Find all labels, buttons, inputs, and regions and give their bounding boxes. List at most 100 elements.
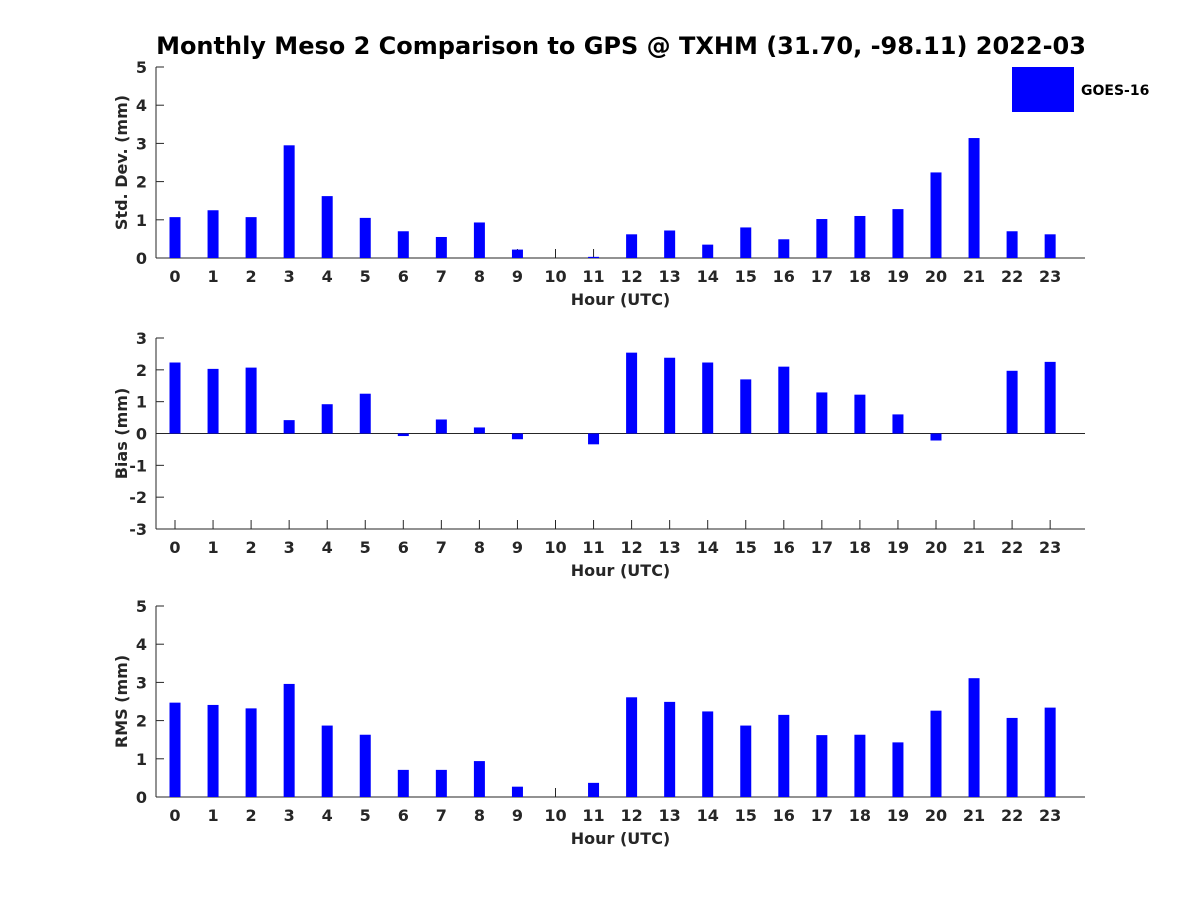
bias-bar: [283, 420, 295, 434]
std-dev-x-tick-label: 21: [963, 267, 985, 286]
rms-x-tick-label: 5: [360, 806, 371, 825]
rms-x-tick-label: 19: [887, 806, 909, 825]
bias-bar: [1006, 370, 1018, 434]
rms-x-tick-label: 1: [207, 806, 218, 825]
bias-x-tick-label: 7: [436, 538, 447, 557]
std-dev-x-tick-label: 2: [246, 267, 257, 286]
rms-bar: [1044, 707, 1056, 797]
bias-x-tick-label: 8: [474, 538, 485, 557]
bias-bar: [892, 414, 904, 434]
bias-bar: [626, 352, 638, 434]
bias-x-tick-label: 22: [1001, 538, 1023, 557]
std-dev-bar: [359, 217, 371, 258]
bias-x-tick-label: 4: [322, 538, 333, 557]
bias-bar: [816, 392, 828, 434]
std-dev-x-tick-label: 1: [207, 267, 218, 286]
bias-y-tick-label: -2: [129, 488, 147, 507]
bias-bar: [321, 404, 333, 434]
std-dev-x-tick-label: 9: [512, 267, 523, 286]
std-dev-x-tick-label: 7: [436, 267, 447, 286]
rms-x-tick-label: 3: [284, 806, 295, 825]
bias-bar: [664, 357, 676, 434]
std-dev-x-axis-label: Hour (UTC): [571, 290, 671, 309]
std-dev-x-tick-label: 19: [887, 267, 909, 286]
bias-x-tick-label: 3: [284, 538, 295, 557]
rms-x-tick-label: 13: [659, 806, 681, 825]
rms-x-tick-label: 17: [811, 806, 833, 825]
bias-bar: [397, 433, 409, 437]
rms-x-tick-label: 12: [620, 806, 642, 825]
bias-bar: [1044, 361, 1056, 434]
std-dev-bar: [1044, 234, 1056, 258]
rms-y-axis-label: RMS (mm): [112, 655, 131, 748]
bias-x-tick-label: 10: [544, 538, 566, 557]
rms-bar: [892, 742, 904, 797]
std-dev-x-tick-label: 22: [1001, 267, 1023, 286]
bias-bar: [511, 433, 523, 440]
std-dev-bar: [588, 256, 600, 258]
bias-y-axis-label: Bias (mm): [112, 388, 131, 480]
bias-x-tick-label: 17: [811, 538, 833, 557]
legend-label: GOES-16: [1081, 83, 1149, 99]
bias-x-tick-label: 6: [398, 538, 409, 557]
bias-x-tick-label: 20: [925, 538, 947, 557]
rms-bar: [588, 782, 600, 797]
bias-bar: [435, 419, 447, 434]
rms-x-tick-label: 10: [544, 806, 566, 825]
rms-y-tick-label: 1: [136, 750, 147, 769]
std-dev-bar: [854, 215, 866, 258]
rms-bar: [511, 786, 523, 797]
std-dev-x-tick-label: 4: [322, 267, 333, 286]
rms-x-tick-label: 0: [169, 806, 180, 825]
bias-x-tick-label: 14: [697, 538, 719, 557]
rms-bar: [321, 725, 333, 797]
bias-x-tick-label: 2: [246, 538, 257, 557]
bias-x-axis-label: Hour (UTC): [571, 561, 671, 580]
std-dev-x-tick-label: 5: [360, 267, 371, 286]
std-dev-bar: [283, 145, 295, 258]
std-dev-bar: [702, 244, 714, 258]
rms-x-tick-label: 6: [398, 806, 409, 825]
rms-bar: [359, 734, 371, 797]
std-dev-y-tick-label: 3: [136, 134, 147, 153]
std-dev-bar: [473, 222, 485, 258]
rms-x-tick-label: 11: [582, 806, 604, 825]
rms-y-tick-label: 2: [136, 712, 147, 731]
bias-bar: [245, 367, 257, 434]
std-dev-bar: [664, 230, 676, 258]
rms-x-tick-label: 7: [436, 806, 447, 825]
bias-x-tick-label: 12: [620, 538, 642, 557]
bias-x-tick-label: 15: [735, 538, 757, 557]
rms-bar: [664, 701, 676, 797]
std-dev-x-tick-label: 17: [811, 267, 833, 286]
std-dev-y-tick-label: 5: [136, 58, 147, 77]
bias-bar: [740, 379, 752, 434]
std-dev-bar: [435, 236, 447, 258]
std-dev-bar: [930, 172, 942, 258]
std-dev-y-tick-label: 1: [136, 211, 147, 230]
bias-bar: [359, 393, 371, 434]
rms-bar: [473, 761, 485, 797]
rms-x-axis-label: Hour (UTC): [571, 829, 671, 848]
rms-x-tick-label: 16: [773, 806, 795, 825]
std-dev-x-tick-label: 14: [697, 267, 719, 286]
rms-y-tick-label: 5: [136, 597, 147, 616]
rms-bar: [968, 678, 980, 797]
std-dev-bar: [740, 227, 752, 258]
rms-x-tick-label: 14: [697, 806, 719, 825]
rms-y-tick-label: 0: [136, 788, 147, 807]
rms-bar: [626, 697, 638, 797]
legend-swatch: [1012, 67, 1074, 112]
bias-x-tick-label: 18: [849, 538, 871, 557]
rms-bar: [169, 702, 181, 797]
bias-y-tick-label: 2: [136, 361, 147, 380]
rms-y-tick-label: 3: [136, 673, 147, 692]
rms-x-tick-label: 22: [1001, 806, 1023, 825]
legend: GOES-16: [1012, 67, 1149, 112]
bias-bar: [473, 427, 485, 434]
bias-bar: [588, 433, 600, 445]
bias-x-tick-label: 23: [1039, 538, 1061, 557]
